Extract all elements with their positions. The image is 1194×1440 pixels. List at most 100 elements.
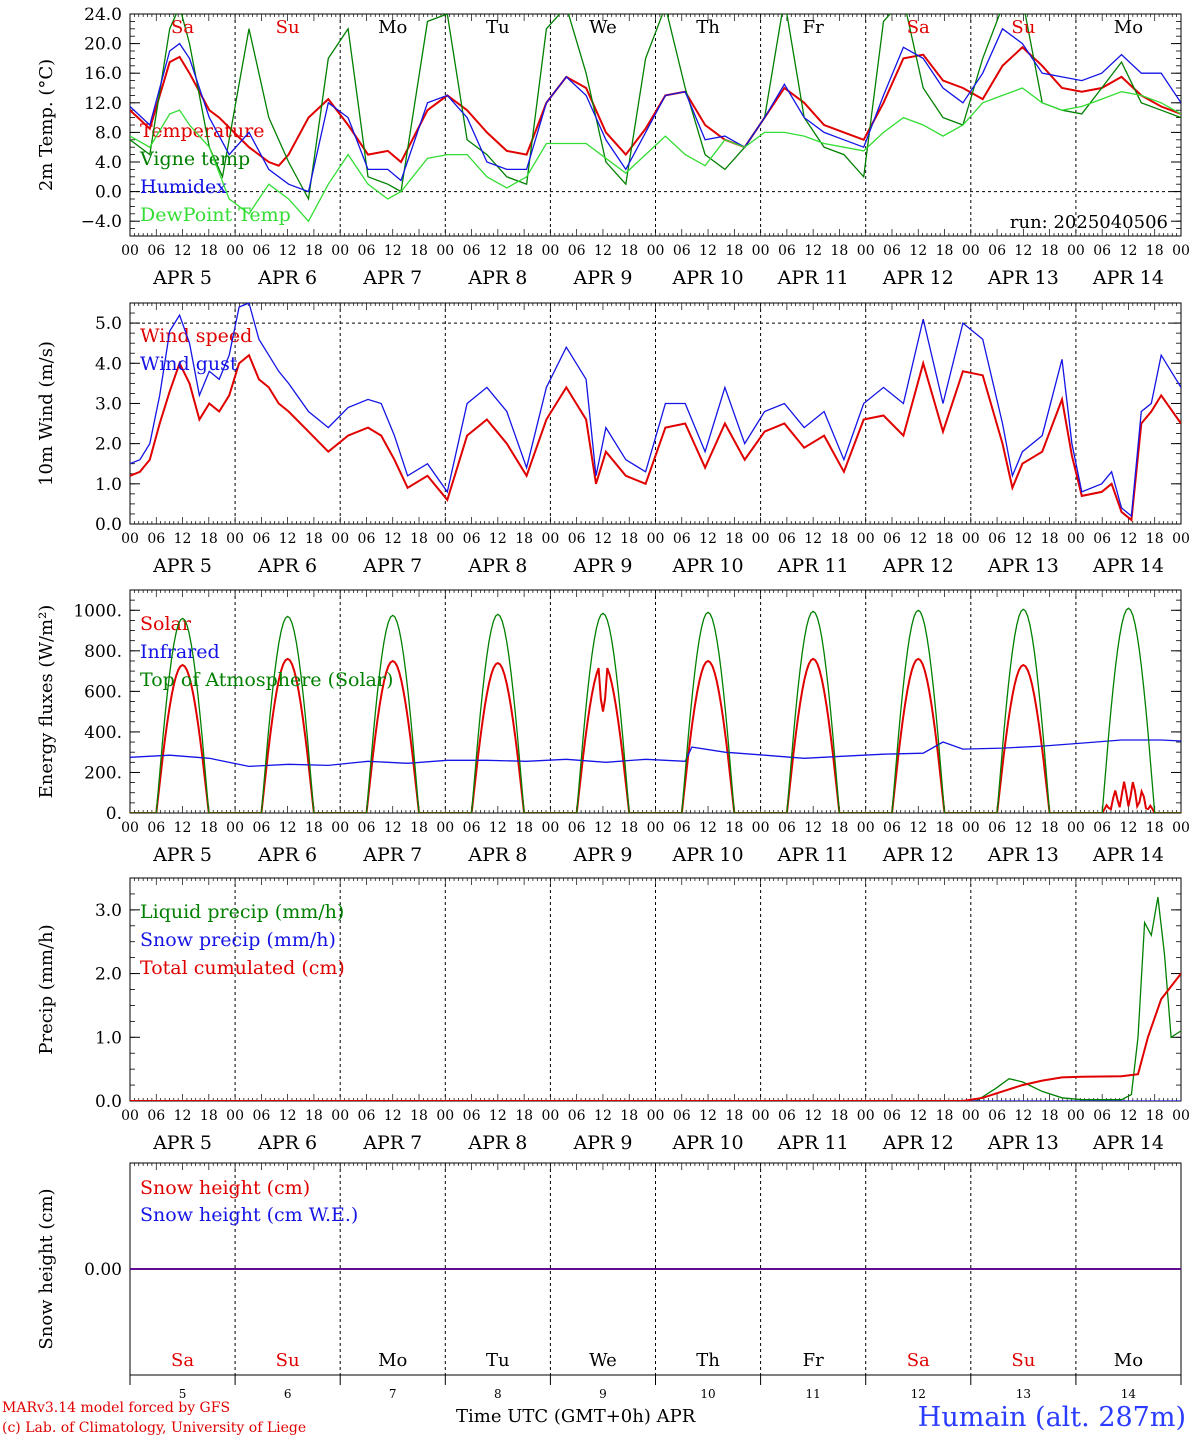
hour-tick-label: 18 xyxy=(305,243,323,259)
hour-tick-label: 00 xyxy=(1067,1108,1085,1124)
hour-tick-label: 00 xyxy=(857,243,875,259)
legend-entry: Snow precip (mm/h) xyxy=(140,929,336,951)
date-label: APR 5 xyxy=(152,844,212,866)
hour-tick-label: 12 xyxy=(384,1108,402,1124)
hour-tick-label: 18 xyxy=(200,243,218,259)
dow-label-top: Tu xyxy=(486,17,510,38)
date-label: APR 9 xyxy=(572,844,632,866)
hour-tick-label: 06 xyxy=(463,820,481,836)
series-line-liquid-precip-mm-h- xyxy=(130,896,1181,1101)
date-label: APR 7 xyxy=(362,555,422,577)
hour-tick-label: 06 xyxy=(988,1108,1006,1124)
hour-tick-label: 00 xyxy=(331,531,349,547)
hour-tick-label: 12 xyxy=(804,1108,822,1124)
legend-entry: Temperature xyxy=(140,120,264,142)
dow-label-bottom: Sa xyxy=(171,1350,194,1371)
hour-tick-label: 00 xyxy=(331,243,349,259)
series-line-top-of-atmosphere-solar- xyxy=(130,607,1181,813)
hour-tick-label: 06 xyxy=(252,243,270,259)
hour-tick-label: 00 xyxy=(541,243,559,259)
panel-2-ytick-label: 800. xyxy=(84,642,122,662)
hour-tick-label: 12 xyxy=(909,243,927,259)
legend-entry: Solar xyxy=(140,613,192,635)
day-number-label: 12 xyxy=(911,1387,926,1400)
hour-tick-label: 18 xyxy=(620,243,638,259)
panel-1-ylabel: 10m Wind (m/s) xyxy=(36,341,57,486)
hour-tick-label: 06 xyxy=(673,531,691,547)
dow-label-top: Mo xyxy=(378,17,407,38)
hour-tick-label: 12 xyxy=(699,531,717,547)
hour-tick-label: 18 xyxy=(936,531,954,547)
hour-tick-label: 06 xyxy=(1093,531,1111,547)
hour-tick-label: 00 xyxy=(121,531,139,547)
hour-tick-label: 00 xyxy=(1067,820,1085,836)
panel-2-ytick-label: 400. xyxy=(84,723,122,743)
hour-tick-label: 06 xyxy=(883,531,901,547)
series-line-total-cumulated-cm- xyxy=(130,972,1181,1101)
hour-tick-label: 12 xyxy=(1014,820,1032,836)
hour-tick-label: 18 xyxy=(515,1108,533,1124)
hour-tick-label: 12 xyxy=(489,531,507,547)
hour-tick-label: 00 xyxy=(121,1108,139,1124)
hour-tick-label: 00 xyxy=(436,243,454,259)
hour-tick-label: 06 xyxy=(778,1108,796,1124)
hour-tick-label: 00 xyxy=(752,820,770,836)
hour-tick-label: 00 xyxy=(121,243,139,259)
day-number-label: 7 xyxy=(389,1387,397,1400)
date-label: APR 11 xyxy=(777,267,849,289)
hour-tick-label: 00 xyxy=(226,531,244,547)
hour-tick-label: 18 xyxy=(515,243,533,259)
panel-1-ytick-label: 2.0 xyxy=(95,435,122,455)
date-label: APR 12 xyxy=(882,1132,954,1154)
hour-tick-label: 06 xyxy=(463,1108,481,1124)
hour-tick-label: 06 xyxy=(778,243,796,259)
hour-tick-label: 18 xyxy=(305,531,323,547)
hour-tick-label: 12 xyxy=(804,243,822,259)
date-label: APR 13 xyxy=(987,1132,1059,1154)
legend-entry: DewPoint Temp xyxy=(140,204,291,226)
hour-tick-label: 12 xyxy=(699,243,717,259)
day-number-label: 6 xyxy=(284,1387,292,1400)
hour-tick-label: 00 xyxy=(1172,531,1190,547)
legend-entry: Infrared xyxy=(140,641,220,663)
hour-tick-label: 12 xyxy=(804,531,822,547)
date-label: APR 11 xyxy=(777,1132,849,1154)
hour-tick-label: 18 xyxy=(831,243,849,259)
hour-tick-label: 12 xyxy=(804,820,822,836)
date-label: APR 5 xyxy=(152,555,212,577)
hour-tick-label: 18 xyxy=(515,820,533,836)
hour-tick-label: 12 xyxy=(594,820,612,836)
panel-4-ytick-label: 0.00 xyxy=(84,1260,122,1280)
date-label: APR 8 xyxy=(467,1132,527,1154)
hour-tick-label: 06 xyxy=(883,1108,901,1124)
hour-tick-label: 12 xyxy=(174,531,192,547)
panel-3-ytick-label: 2.0 xyxy=(95,965,122,985)
panel-2-ylabel: Energy fluxes (W/m²) xyxy=(36,605,57,799)
hour-tick-label: 00 xyxy=(541,1108,559,1124)
date-label: APR 10 xyxy=(672,555,744,577)
dow-label-bottom: Su xyxy=(1011,1350,1035,1371)
date-label: APR 14 xyxy=(1092,844,1164,866)
panel-3-ylabel: Precip (mm/h) xyxy=(36,924,57,1054)
hour-tick-label: 12 xyxy=(174,243,192,259)
hour-tick-label: 12 xyxy=(1014,1108,1032,1124)
hour-tick-label: 18 xyxy=(515,531,533,547)
hour-tick-label: 12 xyxy=(489,1108,507,1124)
dow-label-bottom: We xyxy=(589,1350,617,1371)
dow-label-bottom: Mo xyxy=(378,1350,407,1371)
hour-tick-label: 12 xyxy=(699,1108,717,1124)
hour-tick-label: 06 xyxy=(358,243,376,259)
hour-tick-label: 06 xyxy=(673,820,691,836)
hour-tick-label: 06 xyxy=(1093,243,1111,259)
date-label: APR 9 xyxy=(572,267,632,289)
hour-tick-label: 06 xyxy=(988,531,1006,547)
hour-tick-label: 18 xyxy=(410,531,428,547)
hour-tick-label: 18 xyxy=(1041,531,1059,547)
date-label: APR 12 xyxy=(882,267,954,289)
hour-tick-label: 00 xyxy=(647,243,665,259)
series-line-humidex xyxy=(130,27,1181,193)
hour-tick-label: 00 xyxy=(647,1108,665,1124)
date-label: APR 10 xyxy=(672,844,744,866)
hour-tick-label: 18 xyxy=(305,820,323,836)
dow-label-top: Mo xyxy=(1114,17,1143,38)
